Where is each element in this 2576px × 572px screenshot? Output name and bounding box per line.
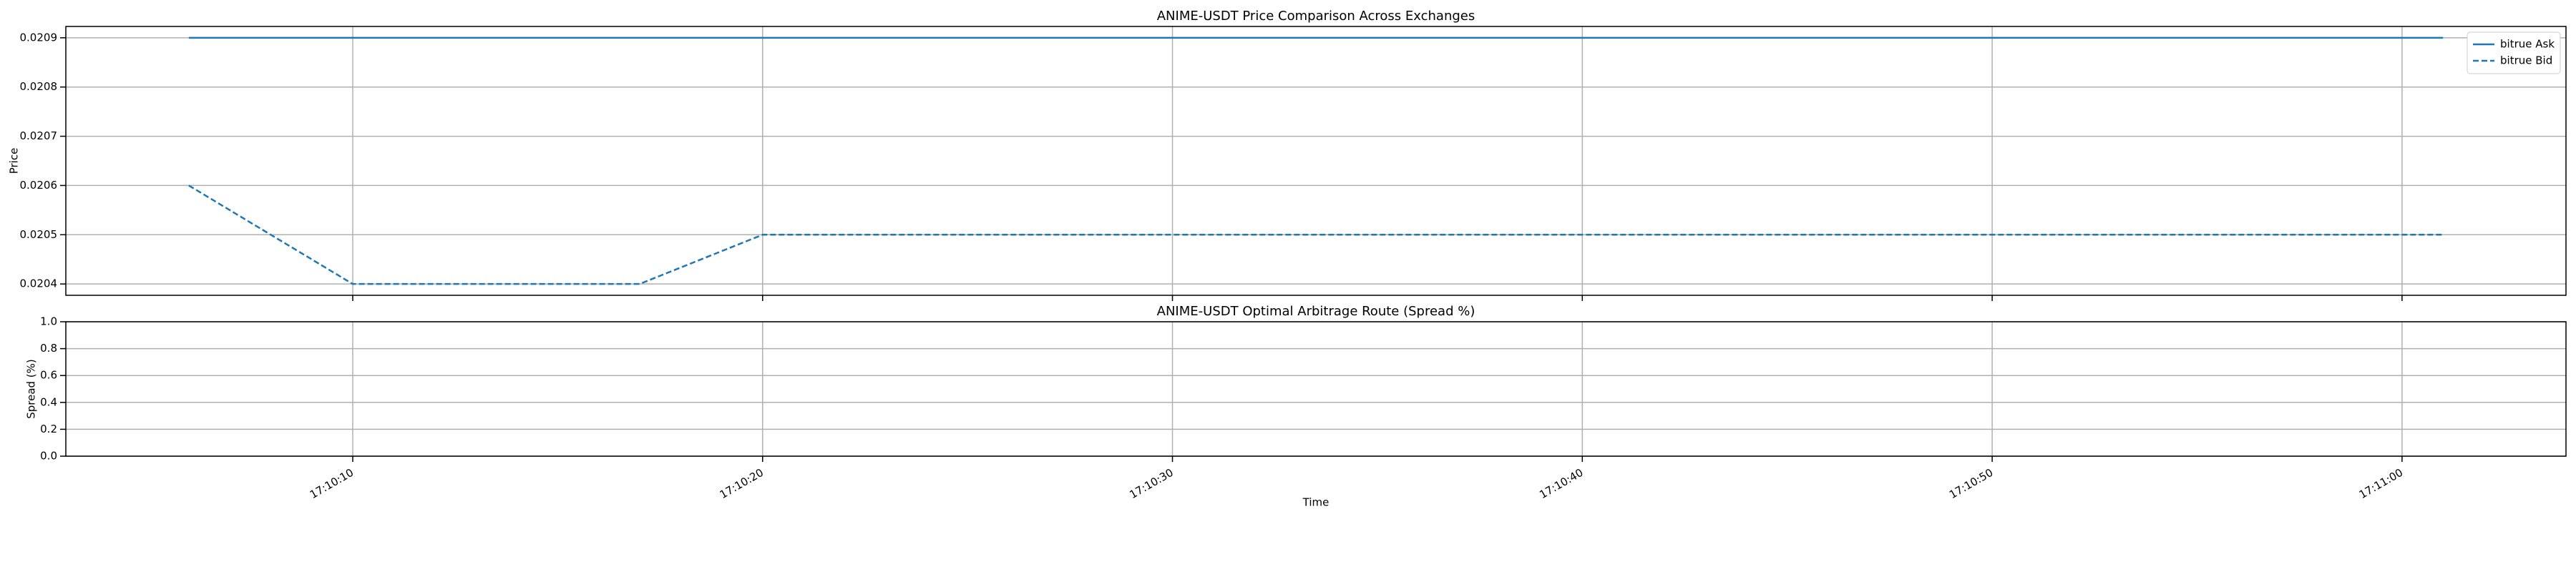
y-tick-label: 0.0205 [20,228,58,241]
y-tick-label: 0.0 [40,450,57,463]
y-axis-label: Spread (%) [25,359,38,419]
series-line [188,184,2444,285]
y-tick-label: 0.2 [40,423,57,435]
axes-frame [65,321,2567,457]
y-tick-label: 1.0 [40,315,57,328]
axes-frame [65,26,2567,296]
y-tick-label: 0.6 [40,369,57,382]
x-tick-label: 17:10:10 [308,466,356,501]
legend-label: bitrue Bid [2500,54,2552,67]
y-tick-label: 0.0204 [20,277,58,290]
legend-label: bitrue Ask [2500,38,2555,51]
y-tick-label: 0.0206 [20,179,58,192]
x-tick-label: 17:11:00 [2357,466,2405,501]
x-tick-label: 17:10:20 [718,466,766,501]
chart-title: ANIME-USDT Optimal Arbitrage Route (Spre… [1157,304,1475,319]
y-tick-label: 0.0207 [20,129,58,142]
x-tick-label: 17:10:30 [1127,466,1175,501]
y-tick-label: 0.4 [40,395,57,408]
x-tick-label: 17:10:50 [1947,466,1995,501]
legend-box [2467,31,2561,74]
x-axis-label: Time [1302,496,1330,509]
chart-title: ANIME-USDT Price Comparison Across Excha… [1157,9,1475,24]
y-tick-label: 0.0209 [20,31,58,44]
y-tick-label: 0.8 [40,342,57,355]
y-tick-label: 0.0208 [20,80,58,93]
y-axis-label: Price [8,148,21,174]
x-tick-label: 17:10:40 [1537,466,1585,501]
